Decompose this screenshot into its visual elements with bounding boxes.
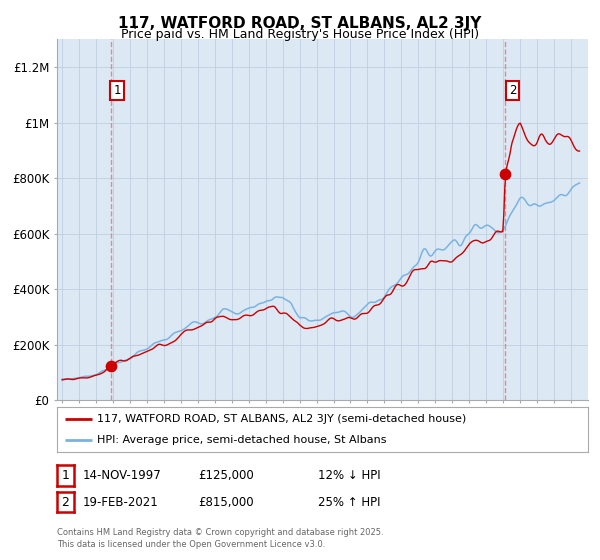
Text: £815,000: £815,000 bbox=[198, 496, 254, 509]
Text: Price paid vs. HM Land Registry's House Price Index (HPI): Price paid vs. HM Land Registry's House … bbox=[121, 28, 479, 41]
Text: 19-FEB-2021: 19-FEB-2021 bbox=[83, 496, 158, 509]
Text: HPI: Average price, semi-detached house, St Albans: HPI: Average price, semi-detached house,… bbox=[97, 435, 386, 445]
Text: Contains HM Land Registry data © Crown copyright and database right 2025.
This d: Contains HM Land Registry data © Crown c… bbox=[57, 528, 383, 549]
Text: 2: 2 bbox=[61, 496, 70, 509]
Text: 14-NOV-1997: 14-NOV-1997 bbox=[83, 469, 161, 482]
Text: 117, WATFORD ROAD, ST ALBANS, AL2 3JY: 117, WATFORD ROAD, ST ALBANS, AL2 3JY bbox=[118, 16, 482, 31]
Text: 117, WATFORD ROAD, ST ALBANS, AL2 3JY (semi-detached house): 117, WATFORD ROAD, ST ALBANS, AL2 3JY (s… bbox=[97, 414, 466, 424]
Text: 1: 1 bbox=[113, 84, 121, 97]
Text: 1: 1 bbox=[61, 469, 70, 482]
Text: 2: 2 bbox=[509, 84, 516, 97]
Text: 12% ↓ HPI: 12% ↓ HPI bbox=[318, 469, 380, 482]
Point bbox=[500, 170, 510, 179]
Point bbox=[106, 361, 116, 370]
Text: £125,000: £125,000 bbox=[198, 469, 254, 482]
Text: 25% ↑ HPI: 25% ↑ HPI bbox=[318, 496, 380, 509]
